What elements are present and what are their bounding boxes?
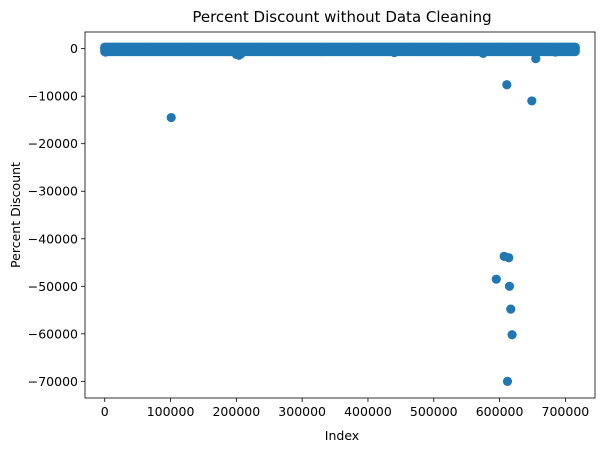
x-tick-label: 700000 [542, 404, 590, 419]
scatter-point [478, 48, 488, 58]
scatter-point [102, 45, 112, 56]
scatter-point [527, 96, 537, 106]
y-tick-label: −40000 [28, 231, 78, 246]
scatter-point [496, 45, 507, 55]
y-axis-label: Percent Discount [8, 162, 23, 268]
scatter-point [166, 112, 176, 123]
y-tick-label: −70000 [28, 374, 78, 389]
scatter-point [521, 46, 531, 56]
y-tick-label: −60000 [28, 326, 78, 341]
dense-point-band [100, 42, 580, 57]
x-tick-label: 100000 [147, 404, 195, 419]
plot-frame [84, 31, 596, 399]
y-tick-label: 0 [70, 41, 78, 56]
scatter-point [389, 47, 399, 58]
scatter-point [236, 49, 246, 59]
scatter-point [442, 44, 452, 55]
scatter-point [113, 45, 123, 55]
y-axis-ticks: 0 −10000 −20000 −30000 −40000 −50000 −60000 −70… [28, 41, 85, 389]
scatter-point [139, 45, 149, 55]
scatter-point [317, 46, 327, 57]
y-tick-label: −10000 [28, 89, 78, 104]
scatter-point [468, 45, 478, 56]
x-axis-ticks: 0 100000 200000 300000 400000 500000 600000 700… [101, 398, 590, 419]
scatter-point [507, 330, 517, 340]
x-tick-label: 600000 [476, 404, 524, 419]
scatter-point [502, 376, 513, 386]
scatter-point [409, 45, 419, 55]
x-tick-label: 400000 [344, 404, 392, 419]
x-axis-label: Index [325, 428, 359, 443]
scatter-point [504, 281, 515, 291]
x-tick-label: 200000 [212, 404, 260, 419]
scatter-point [560, 45, 570, 55]
scatter-point [506, 304, 516, 314]
x-tick-label: 300000 [278, 404, 326, 419]
y-tick-label: −20000 [28, 136, 78, 151]
chart-title: Percent Discount without Data Cleaning [192, 8, 491, 26]
x-tick-label: 0 [101, 404, 109, 419]
scatter-point [504, 253, 514, 263]
scatter-point [531, 54, 541, 64]
y-tick-label: −30000 [28, 184, 78, 199]
plot-area [100, 42, 580, 386]
y-tick-label: −50000 [28, 279, 78, 294]
scatter-point [550, 47, 561, 57]
scatter-point [491, 274, 501, 284]
scatter-point [534, 46, 544, 57]
scatter-point [502, 80, 512, 90]
scatter-point [258, 45, 268, 55]
scatter-point [350, 44, 360, 55]
scatter-point [185, 45, 195, 55]
scatter-point [568, 44, 578, 55]
x-tick-label: 500000 [410, 404, 458, 419]
